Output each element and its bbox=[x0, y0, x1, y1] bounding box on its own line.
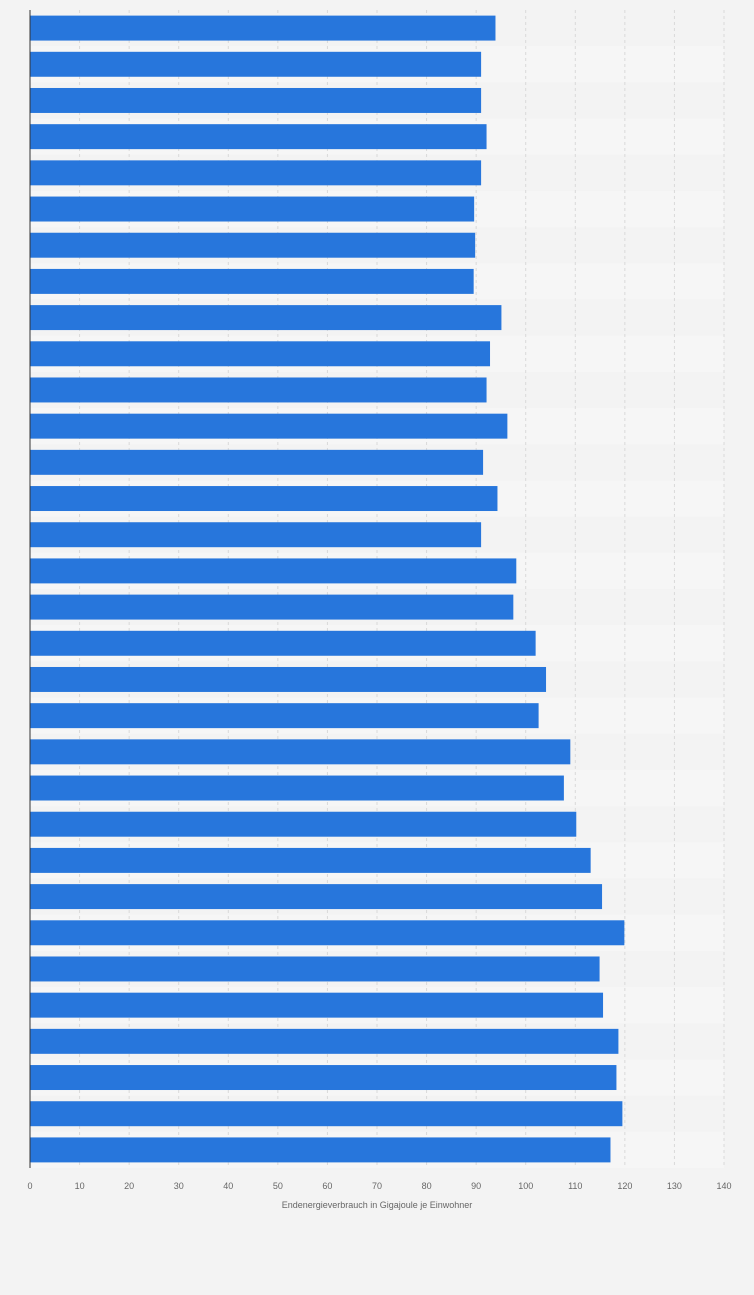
bar bbox=[30, 449, 484, 475]
bar bbox=[30, 87, 482, 113]
x-tick-label: 90 bbox=[471, 1181, 481, 1191]
bar bbox=[30, 811, 577, 837]
x-tick-label: 120 bbox=[617, 1181, 632, 1191]
bar bbox=[30, 992, 604, 1018]
bar bbox=[30, 739, 571, 765]
bar bbox=[30, 268, 474, 294]
bar bbox=[30, 630, 536, 656]
x-axis-title: Endenergieverbrauch in Gigajoule je Einw… bbox=[282, 1200, 473, 1210]
x-tick-label: 10 bbox=[75, 1181, 85, 1191]
x-tick-label: 130 bbox=[667, 1181, 682, 1191]
bar bbox=[30, 15, 496, 41]
x-tick-label: 20 bbox=[124, 1181, 134, 1191]
bar bbox=[30, 1101, 623, 1127]
bar bbox=[30, 666, 547, 692]
x-tick-label: 50 bbox=[273, 1181, 283, 1191]
x-tick-label: 70 bbox=[372, 1181, 382, 1191]
bar bbox=[30, 413, 508, 439]
x-tick-label: 30 bbox=[174, 1181, 184, 1191]
bar bbox=[30, 558, 517, 584]
bar bbox=[30, 486, 498, 512]
bar bbox=[30, 522, 482, 548]
bar bbox=[30, 1137, 611, 1163]
bar bbox=[30, 703, 539, 729]
bar bbox=[30, 341, 491, 367]
x-tick-label: 60 bbox=[322, 1181, 332, 1191]
x-tick-label: 40 bbox=[223, 1181, 233, 1191]
bar bbox=[30, 956, 600, 982]
bar bbox=[30, 305, 502, 331]
bar bbox=[30, 124, 487, 150]
bar bbox=[30, 1028, 619, 1054]
bar bbox=[30, 847, 591, 873]
x-tick-label: 110 bbox=[568, 1181, 582, 1191]
bar bbox=[30, 884, 603, 910]
bar bbox=[30, 196, 475, 222]
bar bbox=[30, 920, 625, 946]
x-tick-label: 140 bbox=[716, 1181, 731, 1191]
bar bbox=[30, 160, 482, 186]
bar bbox=[30, 775, 564, 801]
bar bbox=[30, 51, 482, 77]
bar bbox=[30, 594, 514, 620]
bar bbox=[30, 232, 476, 258]
x-tick-label: 0 bbox=[27, 1181, 32, 1191]
bar-series bbox=[30, 15, 625, 1163]
x-tick-labels: 0 10 20 30 40 50 60 70 80 90 100 110 120 130 140 bbox=[27, 1181, 731, 1191]
bar bbox=[30, 1065, 617, 1091]
x-tick-label: 100 bbox=[518, 1181, 533, 1191]
bar bbox=[30, 377, 487, 403]
x-tick-label: 80 bbox=[422, 1181, 432, 1191]
